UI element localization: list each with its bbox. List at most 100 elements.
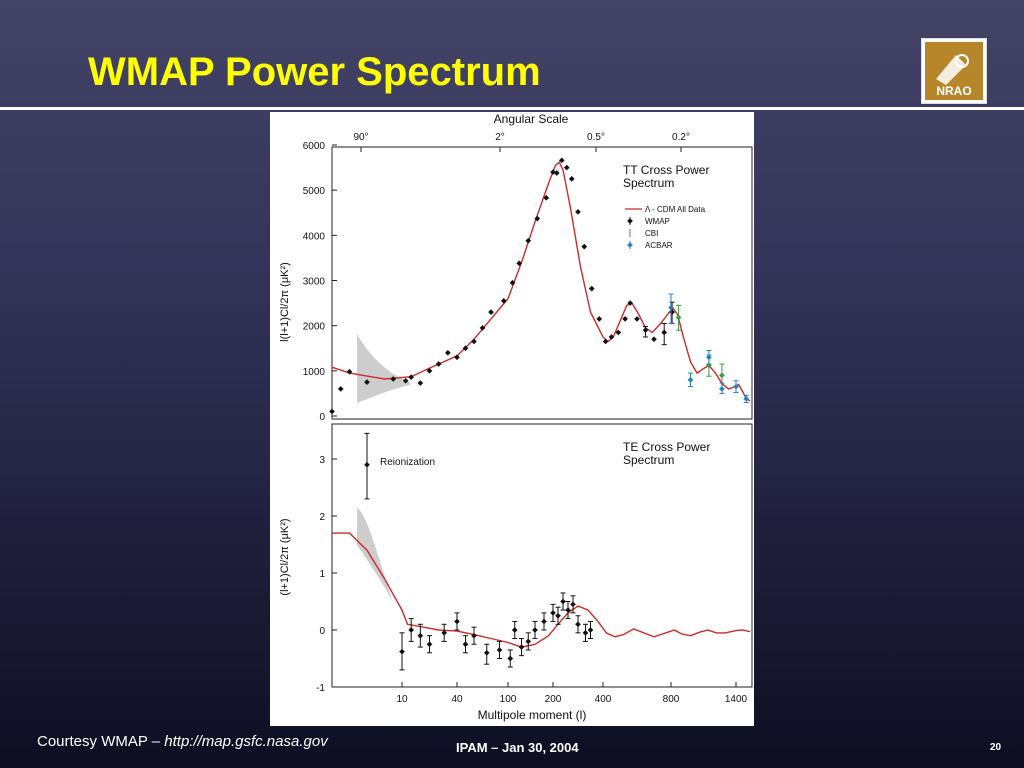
tt-legend: Λ - CDM All Data WMAP CBI ACBAR bbox=[625, 205, 706, 250]
power-spectrum-figure: Angular Scale 90° 2° 0.5° 0.2° TT Cross … bbox=[270, 112, 754, 726]
tt-wmap-point bbox=[516, 260, 523, 267]
top-tick-label: 90° bbox=[353, 132, 368, 143]
te-wmap-point bbox=[575, 621, 581, 628]
tt-wmap-point bbox=[435, 361, 442, 367]
tt-wmap-point bbox=[581, 243, 588, 250]
x-tick-label: 10 bbox=[396, 694, 408, 705]
te-wmap-point bbox=[471, 632, 477, 639]
te-y-tick-label: 0 bbox=[319, 626, 325, 637]
te-wmap-point bbox=[550, 610, 556, 616]
tt-wmap-point bbox=[608, 334, 615, 340]
tt-wmap-point bbox=[346, 368, 353, 375]
tt-wmap-point bbox=[563, 164, 570, 171]
te-y-axis-label: (l+1)Cl/2π (μK²) bbox=[279, 518, 291, 595]
tt-plot-frame bbox=[331, 146, 753, 420]
tt-wmap-point bbox=[588, 285, 595, 292]
title-divider bbox=[0, 107, 1024, 110]
tt-cbi-point bbox=[719, 372, 725, 379]
tt-uncertainty-band bbox=[357, 334, 410, 403]
te-title-line-2: Spectrum bbox=[623, 453, 674, 467]
tt-acbar-point bbox=[719, 386, 725, 392]
tt-plot-layer: 0 1000 2000 3000 4000 5000 6000 bbox=[303, 141, 751, 423]
tt-wmap-point bbox=[568, 176, 575, 182]
tt-y-tick-label: 0 bbox=[319, 412, 325, 423]
te-wmap-point bbox=[417, 632, 424, 639]
te-wmap-point bbox=[532, 627, 538, 633]
te-y-tick-label: 2 bbox=[319, 512, 325, 523]
tt-wmap-point bbox=[622, 316, 628, 322]
te-wmap-point bbox=[441, 630, 447, 636]
tt-wmap-point bbox=[329, 408, 335, 415]
te-plot-layer: -1 0 1 2 3 10 40 100 200 400 800 1400 bbox=[316, 432, 751, 705]
tt-wmap-point bbox=[627, 300, 634, 306]
top-tick-label: 0.2° bbox=[672, 132, 690, 143]
tt-acbar-point bbox=[743, 396, 750, 402]
power-spectrum-chart: Angular Scale 90° 2° 0.5° 0.2° TT Cross … bbox=[279, 112, 753, 722]
te-wmap-point bbox=[541, 618, 547, 625]
tt-wmap-point bbox=[462, 345, 469, 352]
te-uncertainty-band bbox=[357, 508, 392, 600]
tt-wmap-point bbox=[402, 377, 409, 384]
tt-wmap-point bbox=[488, 309, 494, 315]
tt-acbar-point bbox=[733, 383, 739, 390]
tt-wmap-point bbox=[550, 169, 556, 175]
tt-y-tick-label: 6000 bbox=[303, 141, 326, 152]
tt-model-curve bbox=[331, 161, 751, 402]
te-wmap-point bbox=[570, 601, 576, 608]
tt-wmap-point bbox=[337, 386, 344, 392]
tt-wmap-point bbox=[651, 336, 657, 343]
tt-wmap-point bbox=[642, 327, 649, 334]
te-wmap-point bbox=[555, 612, 561, 619]
te-wmap-point bbox=[483, 649, 490, 656]
tt-y-tick-label: 3000 bbox=[303, 277, 326, 288]
tt-y-tick-label: 2000 bbox=[303, 322, 326, 333]
legend-label: ACBAR bbox=[645, 241, 673, 250]
te-wmap-point bbox=[525, 638, 532, 645]
top-tick-label: 2° bbox=[495, 132, 505, 143]
footer-credit-url[interactable]: http://map.gsfc.nasa.gov bbox=[164, 733, 328, 750]
te-wmap-point bbox=[511, 627, 518, 633]
te-wmap-point bbox=[560, 598, 566, 605]
legend-label: WMAP bbox=[645, 217, 670, 226]
te-wmap-point bbox=[364, 461, 370, 468]
te-wmap-point bbox=[408, 627, 414, 633]
tt-wmap-point bbox=[454, 354, 460, 361]
tt-cbi-point bbox=[675, 314, 682, 321]
tt-wmap-point bbox=[509, 279, 516, 286]
tt-wmap-point bbox=[634, 316, 640, 322]
te-wmap-point bbox=[582, 630, 589, 636]
tt-acbar-point bbox=[668, 304, 674, 311]
x-tick-label: 100 bbox=[500, 694, 517, 705]
te-y-tick-label: 1 bbox=[319, 569, 325, 580]
tt-wmap-point bbox=[534, 215, 541, 222]
tt-wmap-point bbox=[602, 338, 609, 345]
tt-wmap-point bbox=[596, 316, 603, 322]
x-tick-label: 800 bbox=[663, 694, 680, 705]
te-model-curve bbox=[332, 532, 751, 648]
tt-wmap-point bbox=[479, 325, 486, 331]
te-wmap-point bbox=[518, 644, 525, 650]
tt-wmap-point bbox=[543, 195, 550, 201]
tt-wmap-point bbox=[558, 157, 565, 164]
te-wmap-point bbox=[587, 627, 594, 633]
footer-credit-prefix: Courtesy WMAP – bbox=[37, 733, 165, 750]
te-wmap-point bbox=[507, 655, 514, 662]
nrao-logo-mark: NRAO bbox=[925, 42, 983, 100]
tt-wmap-point bbox=[500, 297, 507, 304]
tt-wmap-point bbox=[525, 237, 532, 244]
tt-y-tick-label: 4000 bbox=[303, 231, 326, 242]
tt-title-line-1: TT Cross Power bbox=[623, 163, 709, 177]
top-tick-label: 0.5° bbox=[587, 132, 605, 143]
legend-label: Λ - CDM All Data bbox=[645, 205, 706, 214]
tt-acbar-point bbox=[706, 354, 712, 361]
te-wmap-point bbox=[454, 618, 460, 625]
footer-credit: Courtesy WMAP – http://map.gsfc.nasa.gov bbox=[37, 733, 328, 750]
tt-wmap-point bbox=[553, 170, 560, 176]
tt-y-tick-label: 5000 bbox=[303, 186, 326, 197]
nrao-logo: NRAO bbox=[921, 38, 987, 104]
reionization-annotation: Reionization bbox=[380, 457, 435, 468]
x-tick-label: 1400 bbox=[725, 694, 748, 705]
tt-wmap-point bbox=[364, 379, 370, 385]
top-axis-label: Angular Scale bbox=[494, 112, 569, 126]
tt-title-line-2: Spectrum bbox=[623, 176, 674, 190]
